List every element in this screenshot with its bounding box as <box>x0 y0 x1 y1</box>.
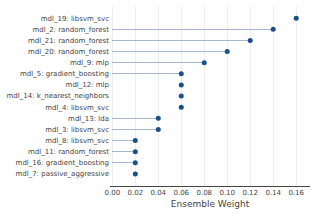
svg-text:0.12: 0.12 <box>242 189 258 197</box>
svg-text:mdl_19: libsvm_svc: mdl_19: libsvm_svc <box>41 15 109 23</box>
svg-text:mdl_8: libsvm_svc: mdl_8: libsvm_svc <box>45 137 109 145</box>
svg-text:0.16: 0.16 <box>288 189 304 197</box>
svg-text:mdl_13: lda: mdl_13: lda <box>68 115 109 123</box>
svg-text:mdl_11: random_forest: mdl_11: random_forest <box>28 148 109 156</box>
svg-text:0.00: 0.00 <box>105 189 121 197</box>
svg-text:mdl_14: k_nearest_neighbors: mdl_14: k_nearest_neighbors <box>6 92 109 100</box>
svg-text:mdl_12: mlp: mdl_12: mlp <box>66 81 110 89</box>
svg-text:mdl_2: random_forest: mdl_2: random_forest <box>32 26 109 34</box>
svg-text:0.08: 0.08 <box>196 189 212 197</box>
svg-text:mdl_7: passive_aggressive: mdl_7: passive_aggressive <box>15 170 109 178</box>
svg-text:0.02: 0.02 <box>127 189 143 197</box>
svg-text:Ensemble Weight: Ensemble Weight <box>171 199 250 209</box>
svg-text:mdl_16: gradient_boosting: mdl_16: gradient_boosting <box>16 159 109 167</box>
svg-text:mdl_9: mlp: mdl_9: mlp <box>70 59 110 67</box>
svg-text:mdl_3: libsvm_svc: mdl_3: libsvm_svc <box>45 126 109 134</box>
svg-text:0.10: 0.10 <box>219 189 235 197</box>
svg-text:mdl_20: random_forest: mdl_20: random_forest <box>28 48 109 56</box>
svg-text:0.14: 0.14 <box>265 189 281 197</box>
svg-text:mdl_21: random_forest: mdl_21: random_forest <box>28 37 109 45</box>
svg-text:mdl_5: gradient_boosting: mdl_5: gradient_boosting <box>20 70 109 78</box>
svg-text:mdl_4: libsvm_svc: mdl_4: libsvm_svc <box>45 104 109 112</box>
svg-text:0.06: 0.06 <box>173 189 189 197</box>
svg-text:0.04: 0.04 <box>150 189 166 197</box>
